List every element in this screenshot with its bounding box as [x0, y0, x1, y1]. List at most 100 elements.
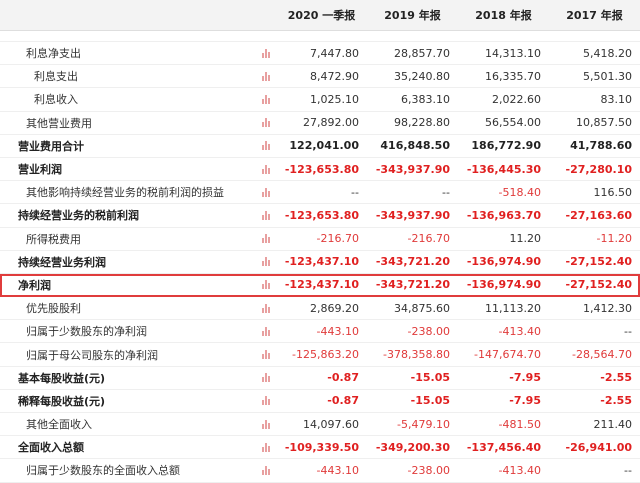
- cell-value: -343,937.90: [375, 208, 450, 222]
- cell-value: 11.20: [509, 232, 542, 246]
- cell-value: -136,445.30: [466, 162, 541, 176]
- bar-chart-icon[interactable]: [261, 350, 271, 360]
- table-row: 基本每股收益(元) -0.87 -15.05 -7.95 -2.55: [0, 367, 640, 390]
- table-row: 利息支出 8,472.90 35,240.80 16,335.70 5,501.30: [0, 65, 640, 89]
- cell-value: 116.50: [593, 185, 633, 199]
- cell-value: 2,869.20: [310, 301, 359, 315]
- header-2019[interactable]: 2019 年报: [384, 9, 441, 22]
- cell-value: -27,163.60: [565, 208, 633, 222]
- cell-value: -11.20: [596, 232, 632, 246]
- cell-value: -2.55: [600, 371, 632, 385]
- cell-value: 5,501.30: [583, 69, 632, 83]
- row-label: 其他营业费用: [26, 116, 92, 130]
- header-2020q1[interactable]: 2020 一季报: [287, 9, 356, 22]
- cell-value: 8,472.90: [310, 69, 359, 83]
- cell-value: -27,280.10: [565, 162, 633, 176]
- table-row: 其他全面收入 14,097.60 -5,479.10 -481.50 211.40: [0, 413, 640, 437]
- bar-chart-icon[interactable]: [261, 234, 271, 244]
- table-row: 其他营业费用 27,892.00 98,228.80 56,554.00 10,857.…: [0, 112, 640, 135]
- row-label: 其他全面收入: [26, 418, 92, 432]
- cell-value: 10,857.50: [576, 116, 632, 130]
- cell-value: -343,721.20: [375, 278, 450, 292]
- row-label: 营业利润: [18, 163, 62, 177]
- table-row: 持续经营业务的税前利润 -123,653.80 -343,937.90 -136,96…: [0, 204, 640, 228]
- bar-chart-icon[interactable]: [261, 465, 271, 475]
- bar-chart-icon[interactable]: [261, 396, 271, 406]
- bar-chart-icon[interactable]: [261, 326, 271, 336]
- bar-chart-icon[interactable]: [261, 48, 271, 58]
- cell-value: -15.05: [410, 371, 450, 385]
- cell-value: 28,857.70: [394, 46, 450, 60]
- bar-chart-icon[interactable]: [261, 118, 271, 128]
- row-label: 基本每股收益(元): [18, 371, 106, 385]
- table-row: 稀释每股收益(元) -0.87 -15.05 -7.95 -2.55: [0, 390, 640, 413]
- bar-chart-icon[interactable]: [261, 187, 271, 197]
- cell-value: 98,228.80: [394, 116, 450, 130]
- cell-value: -413.40: [498, 463, 541, 477]
- row-label: 其他影响持续经营业务的税前利润的损益: [26, 186, 224, 200]
- cell-value: -123,653.80: [284, 208, 359, 222]
- table-row: 优先股股利 2,869.20 34,875.60 11,113.20 1,412.30: [0, 297, 640, 321]
- cell-value: 122,041.00: [289, 139, 359, 153]
- cell-value: -136,974.90: [466, 255, 541, 269]
- bar-chart-icon[interactable]: [261, 303, 271, 313]
- cell-value: -518.40: [498, 185, 541, 199]
- table-row: 其他影响持续经营业务的税前利润的损益 -- -- -518.40 116.50: [0, 181, 640, 205]
- table-row: 营业费用合计 122,041.00 416,848.50 186,772.90 41,7…: [0, 135, 640, 158]
- bar-chart-icon[interactable]: [261, 164, 271, 174]
- row-label: 归属于少数股东的全面收入总额: [26, 464, 180, 478]
- cell-value: -216.70: [316, 232, 359, 246]
- cell-value: -343,721.20: [375, 255, 450, 269]
- bar-chart-icon[interactable]: [261, 442, 271, 452]
- cell-value: 27,892.00: [303, 116, 359, 130]
- cell-value: 14,313.10: [485, 46, 541, 60]
- cell-value: -27,152.40: [565, 278, 633, 292]
- cell-value: 7,447.80: [310, 46, 359, 60]
- bar-chart-icon[interactable]: [261, 210, 271, 220]
- cell-value: 1,025.10: [310, 92, 359, 106]
- row-label: 持续经营业务的税前利润: [18, 209, 139, 223]
- row-label: 净利润: [18, 278, 51, 292]
- cell-value: -15.05: [410, 394, 450, 408]
- cell-value: 34,875.60: [394, 301, 450, 315]
- cell-value: -28,564.70: [572, 348, 632, 362]
- row-label: 利息支出: [34, 70, 78, 84]
- cell-value: -481.50: [498, 417, 541, 431]
- cell-value: 1,412.30: [583, 301, 632, 315]
- header-2017[interactable]: 2017 年报: [566, 9, 623, 22]
- bar-chart-icon[interactable]: [261, 141, 271, 151]
- table-row: 净利润 -123,437.10 -343,721.20 -136,974.90 -27,…: [0, 273, 640, 298]
- cell-value: 14,097.60: [303, 417, 359, 431]
- cell-value: -5,479.10: [397, 417, 450, 431]
- cell-value: 416,848.50: [380, 139, 450, 153]
- cell-value: -123,437.10: [284, 255, 359, 269]
- cell-value: -238.00: [407, 463, 450, 477]
- cell-value: --: [624, 324, 632, 338]
- cell-value: -123,653.80: [284, 162, 359, 176]
- cell-value: -413.40: [498, 324, 541, 338]
- bar-chart-icon[interactable]: [261, 71, 271, 81]
- bar-chart-icon[interactable]: [261, 419, 271, 429]
- cell-value: --: [442, 185, 450, 199]
- bar-chart-icon[interactable]: [261, 373, 271, 383]
- table-row: 所得税费用 -216.70 -216.70 11.20 -11.20: [0, 228, 640, 251]
- cell-value: -378,358.80: [383, 348, 450, 362]
- row-label: 利息收入: [34, 93, 78, 107]
- cell-value: -125,863.20: [292, 348, 359, 362]
- bar-chart-icon[interactable]: [261, 94, 271, 104]
- cell-value: -109,339.50: [284, 440, 359, 454]
- table-row: 营业利润 -123,653.80 -343,937.90 -136,445.30 -27…: [0, 158, 640, 182]
- cell-value: -27,152.40: [565, 255, 633, 269]
- cell-value: --: [624, 463, 632, 477]
- table-row-cut: [0, 31, 640, 42]
- bar-chart-icon[interactable]: [261, 280, 271, 290]
- cell-value: -137,456.40: [466, 440, 541, 454]
- table-row: 持续经营业务利润 -123,437.10 -343,721.20 -136,974.9…: [0, 251, 640, 274]
- cell-value: 83.10: [600, 92, 633, 106]
- header-2018[interactable]: 2018 年报: [475, 9, 532, 22]
- row-label: 稀释每股收益(元): [18, 394, 106, 408]
- bar-chart-icon[interactable]: [261, 257, 271, 267]
- cell-value: -147,674.70: [474, 348, 541, 362]
- cell-value: -443.10: [316, 324, 359, 338]
